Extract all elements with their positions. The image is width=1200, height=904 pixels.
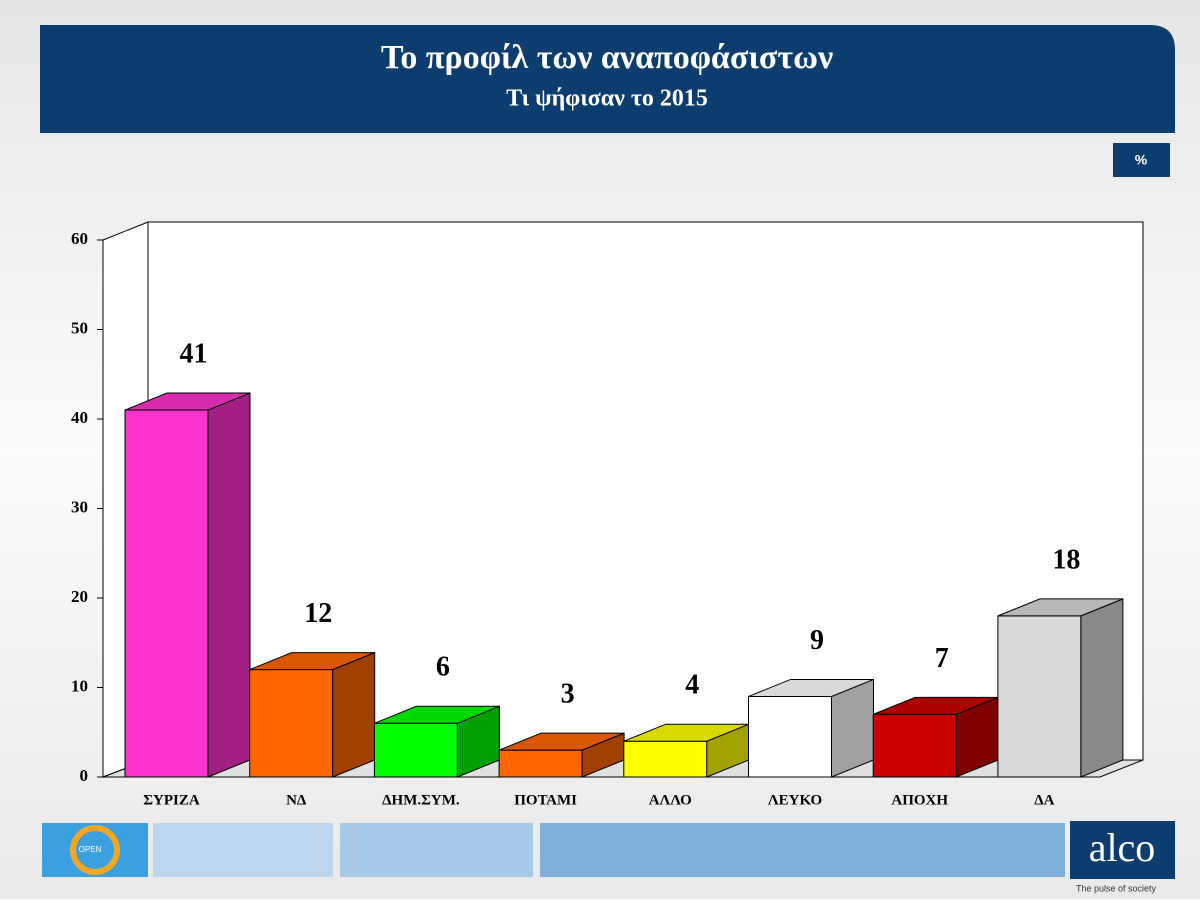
- x-tick-label: ΔΑ: [1034, 792, 1054, 808]
- x-tick-label: ΠΟΤΑΜΙ: [514, 792, 577, 808]
- x-tick-label: ΔΗΜ.ΣΥΜ.: [382, 792, 460, 808]
- footer-block: [340, 823, 533, 877]
- bar-side: [1080, 598, 1124, 778]
- footer-block: [540, 823, 1065, 877]
- x-tick-label: ΑΛΛΟ: [649, 792, 692, 808]
- x-tick-label: ΑΠΟΧΗ: [891, 792, 948, 808]
- x-tick-label: ΣΥΡΙΖΑ: [143, 792, 200, 808]
- bar-top: [249, 652, 375, 671]
- bar-front: [249, 669, 334, 778]
- title-banner: [40, 25, 1175, 133]
- bar-front: [124, 409, 209, 778]
- value-label: 12: [304, 598, 332, 629]
- bar-side: [207, 392, 251, 778]
- left-logo-box: [42, 823, 148, 877]
- chart-title: Το προφίλ των αναποφάσιστων: [381, 39, 833, 76]
- y-tick-label: 20: [71, 587, 88, 606]
- bar-front: [748, 695, 832, 778]
- value-label: 18: [1052, 544, 1080, 575]
- bar-front: [997, 615, 1082, 778]
- footer-block: [153, 823, 333, 877]
- bar-front: [872, 713, 957, 778]
- y-tick-label: 60: [71, 229, 88, 248]
- y-tick-label: 0: [80, 766, 89, 785]
- bar-top: [498, 732, 625, 751]
- y-tick-label: 10: [71, 676, 88, 695]
- value-label: 4: [685, 670, 699, 701]
- y-tick-label: 50: [71, 318, 88, 337]
- unit-label: %: [1135, 152, 1148, 168]
- tagline: The pulse of society: [1076, 883, 1157, 893]
- bar-top: [374, 705, 500, 724]
- bar-top: [748, 678, 874, 697]
- value-label: 7: [935, 643, 949, 674]
- y-tick-label: 30: [71, 497, 88, 516]
- x-tick-label: ΝΔ: [286, 792, 307, 808]
- value-label: 9: [810, 625, 824, 656]
- right-logo: alco: [1089, 825, 1156, 870]
- x-tick-label: ΛΕΥΚΟ: [768, 792, 822, 808]
- value-label: 3: [561, 679, 575, 710]
- right-logo-box: [1070, 821, 1175, 879]
- bar-front: [498, 749, 583, 778]
- left-logo: OPEN: [79, 845, 102, 854]
- logo-ring: [70, 825, 120, 875]
- bar-side: [332, 651, 376, 778]
- bar-front: [623, 740, 708, 778]
- value-label: 41: [180, 338, 208, 369]
- bar-top: [124, 392, 251, 411]
- bar-front: [373, 722, 458, 778]
- value-label: 6: [436, 652, 450, 683]
- bar-top: [997, 598, 1124, 617]
- unit-box: [1113, 143, 1170, 177]
- y-tick-label: 40: [71, 408, 88, 427]
- chart-subtitle: Τι ψήφισαν το 2015: [506, 86, 708, 112]
